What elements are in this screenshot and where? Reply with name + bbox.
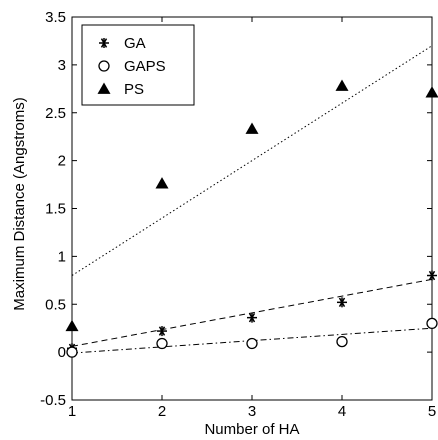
- legend-label-ga: GA: [124, 35, 146, 52]
- y-tick-label: 2.5: [45, 105, 66, 122]
- ps-data-point: [335, 79, 349, 91]
- y-axis-title: Maximum Distance (Angstroms): [11, 97, 28, 310]
- legend-label-gaps: GAPS: [124, 58, 166, 75]
- y-tick-label: 1.5: [45, 201, 66, 218]
- legend-marker-ga: [99, 38, 109, 48]
- gaps-data-point: [156, 337, 168, 350]
- x-tick-label: 2: [158, 403, 166, 420]
- ga-data-point: [427, 270, 437, 281]
- legend-marker-ps: [97, 82, 111, 94]
- y-tick-label: 3: [58, 57, 66, 74]
- y-tick-label: 2: [58, 153, 66, 170]
- ga-data-point: [157, 326, 167, 337]
- ps-data-point: [65, 319, 79, 332]
- gaps-data-point: [336, 335, 348, 348]
- gaps-data-point: [426, 317, 438, 330]
- ps-data-point: [155, 177, 169, 189]
- x-tick-label: 5: [428, 403, 436, 420]
- legend-label-ps: PS: [124, 81, 144, 98]
- y-tick-label: 1: [58, 248, 66, 265]
- gaps-data-point: [246, 337, 258, 350]
- y-tick-label: 0: [58, 344, 66, 361]
- y-tick-label: 0.5: [45, 296, 66, 313]
- ga-data-point: [247, 312, 257, 323]
- y-tick-label: 3.5: [45, 9, 66, 26]
- ps-data-point: [245, 122, 259, 134]
- x-tick-label: 4: [338, 403, 346, 420]
- gaps-data-point: [66, 346, 78, 358]
- legend-marker-gaps: [98, 60, 110, 72]
- ga-data-point: [337, 297, 347, 308]
- x-tick-label: 1: [68, 403, 76, 420]
- y-tick-label: -0.5: [40, 392, 66, 409]
- ps-data-point: [425, 86, 438, 98]
- x-tick-label: 3: [248, 403, 256, 420]
- x-axis-title: Number of HA: [204, 421, 299, 438]
